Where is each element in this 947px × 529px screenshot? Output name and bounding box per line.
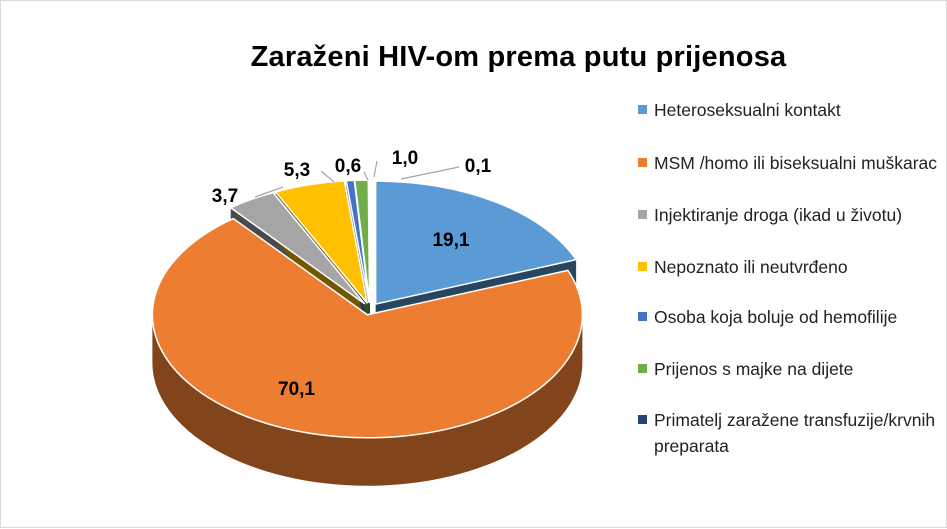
legend-label: Heteroseksualni kontakt xyxy=(654,100,841,120)
data-label-heteroseksualni-kontakt: 19,1 xyxy=(432,230,469,251)
legend-label: Primatelj zaražene transfuzije/krvnih pr… xyxy=(654,410,936,456)
slice-heteroseksualni-kontakt xyxy=(374,180,578,305)
slice-injektiranje-droga-ikad-u-ivotu xyxy=(229,191,366,305)
legend-label: Nepoznato ili neutvrđeno xyxy=(654,257,848,277)
legend-item-hemofilija: Osoba koja boluje od hemofilije xyxy=(638,304,938,330)
leader-line-osoba-koja-boluje-od-hemofilije xyxy=(363,171,369,181)
legend-swatch xyxy=(638,105,647,114)
data-label-primatelj-zara-ene-transfuzije-krvnih-preparata: 0,1 xyxy=(465,156,492,177)
legend-item-heteroseksualni: Heteroseksualni kontakt xyxy=(638,97,938,123)
slice-msm-homo-ili-biseksualni-mu-karac xyxy=(151,217,584,439)
slice-side-msm-homo-ili-biseksualni-mu-karac xyxy=(152,314,583,486)
legend-item-injektiranje: Injektiranje droga (ikad u životu) xyxy=(638,202,938,228)
legend-swatch xyxy=(638,312,647,321)
legend-label: Injektiranje droga (ikad u životu) xyxy=(654,205,903,225)
legend-item-transfuzija: Primatelj zaražene transfuzije/krvnih pr… xyxy=(638,407,938,459)
leader-line-prijenos-s-majke-na-dijete xyxy=(373,160,378,178)
data-label-msm-homo-ili-biseksualni-mu-karac: 70,1 xyxy=(278,379,315,400)
legend-swatch xyxy=(638,415,647,424)
legend-swatch xyxy=(638,262,647,271)
legend-swatch xyxy=(638,158,647,167)
legend-swatch xyxy=(638,364,647,373)
legend-item-nepoznato: Nepoznato ili neutvrđeno xyxy=(638,254,938,280)
legend-label: Prijenos s majke na dijete xyxy=(654,359,854,379)
data-label-injektiranje-droga-ikad-u-ivotu: 3,7 xyxy=(212,186,238,207)
slice-primatelj-zara-ene-transfuzije-krvnih-preparata xyxy=(367,179,371,304)
data-label-osoba-koja-boluje-od-hemofilije: 0,6 xyxy=(335,156,361,177)
legend-swatch xyxy=(638,210,647,219)
leader-line-nepoznato-ili-neutvr-eno xyxy=(320,170,335,183)
leader-line-primatelj-zara-ene-transfuzije-krvnih-preparata xyxy=(400,166,460,180)
legend-label: Osoba koja boluje od hemofilije xyxy=(654,307,898,327)
data-label-nepoznato-ili-neutvr-eno: 5,3 xyxy=(284,160,310,181)
legend-item-msm: MSM /homo ili biseksualni muškarac xyxy=(638,150,938,176)
data-label-prijenos-s-majke-na-dijete: 1,0 xyxy=(392,148,418,169)
legend-item-majka-dijete: Prijenos s majke na dijete xyxy=(638,356,938,382)
chart-title: Zaraženi HIV-om prema putu prijenosa xyxy=(250,41,787,73)
legend-label: MSM /homo ili biseksualni muškarac xyxy=(654,153,938,173)
leader-line-injektiranje-droga-ikad-u-ivotu xyxy=(254,186,284,198)
slice-nepoznato-ili-neutvr-eno xyxy=(274,180,369,304)
